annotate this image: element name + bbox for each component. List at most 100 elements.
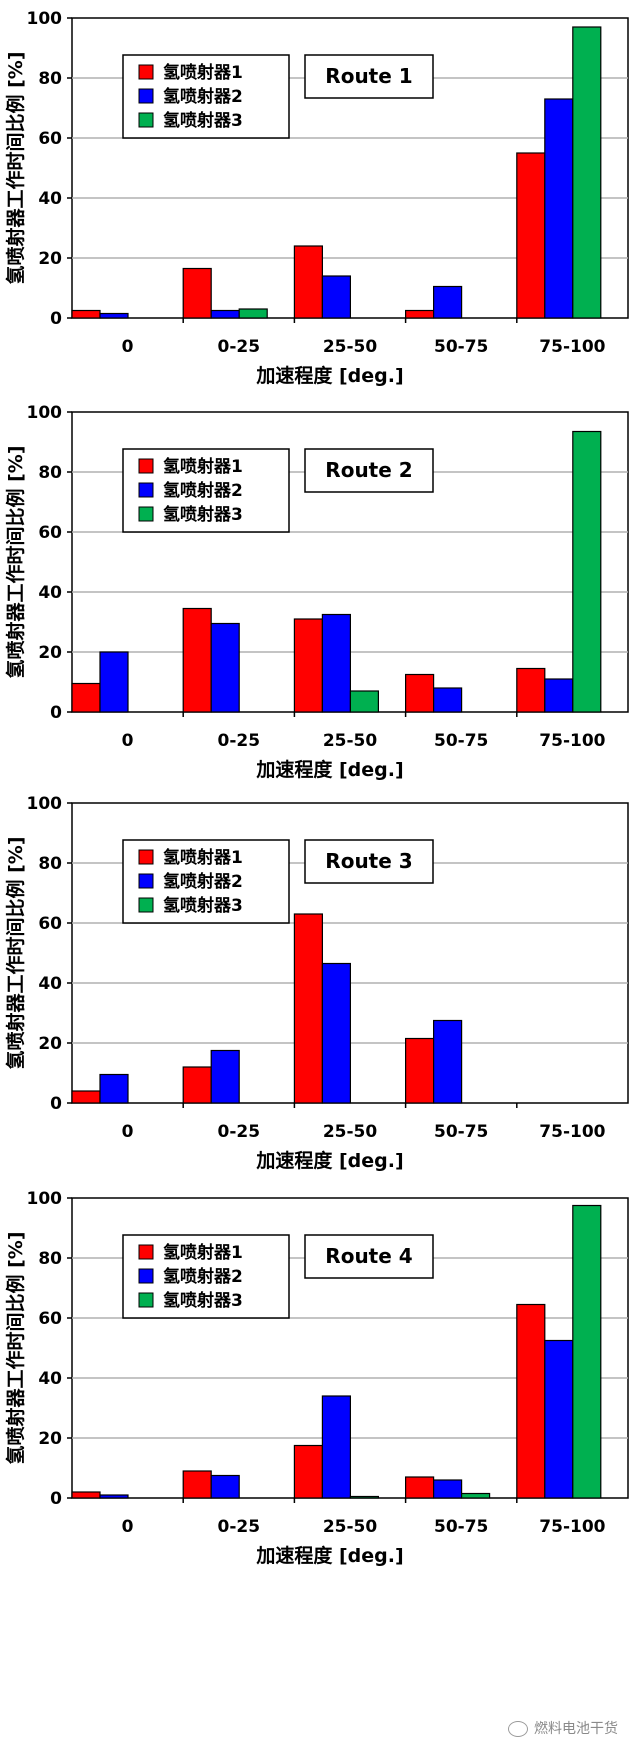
bar-2-25-50 (321, 613, 351, 713)
wechat-icon (508, 1721, 528, 1737)
legend-label: 氢喷射器1 (163, 456, 243, 477)
chart-title: Route 3 (325, 849, 412, 873)
x-tick-label: 25-50 (323, 1122, 378, 1142)
legend-label: 氢喷射器2 (163, 871, 243, 892)
legend-swatch (138, 849, 154, 865)
watermark: 燃料电池干货 (508, 1718, 618, 1738)
watermark-text: 燃料电池干货 (534, 1721, 618, 1737)
bar-1-25-50 (293, 1444, 323, 1499)
bar-1-75-100 (516, 152, 546, 319)
bar-1-50-75 (405, 673, 435, 713)
y-tick-label: 20 (38, 1429, 62, 1449)
x-tick-label: 0-25 (218, 337, 261, 357)
x-tick-label: 0 (122, 337, 134, 357)
legend: 氢喷射器1 氢喷射器2 氢喷射器3 (122, 1234, 290, 1319)
route-title-box (304, 448, 434, 493)
route-title-box (304, 54, 434, 99)
bar-2-0 (99, 1494, 129, 1499)
bar-1-75-100 (516, 667, 546, 713)
y-tick-label: 20 (38, 249, 62, 269)
legend-swatch (138, 458, 154, 474)
legend-label: 氢喷射器3 (163, 1290, 243, 1311)
y-tick-label: 100 (27, 794, 63, 814)
chart-panel-1: 0 20 40 60 80 100 0 0-25 25-50 50-75 75-100 加速程度 [d… (4, 9, 629, 387)
bar-1-0-25 (182, 267, 212, 319)
legend: 氢喷射器1 氢喷射器2 氢喷射器3 (122, 448, 290, 533)
legend-label: 氢喷射器2 (163, 86, 243, 107)
x-tick-label: 50-75 (434, 731, 488, 751)
bar-2-75-100 (544, 678, 574, 713)
bar-2-50-75 (433, 285, 463, 319)
legend-label: 氢喷射器3 (163, 504, 243, 525)
x-tick-label: 50-75 (434, 1517, 488, 1537)
y-tick-label: 20 (38, 1034, 62, 1054)
legend-swatch (138, 482, 154, 498)
legend-swatch (138, 897, 154, 913)
chart-title: Route 1 (325, 64, 412, 88)
y-tick-label: 100 (27, 9, 63, 29)
bar-1-0 (71, 682, 101, 713)
x-axis-label: 加速程度 [deg.] (255, 1149, 403, 1172)
bar-2-25-50 (321, 1395, 351, 1499)
y-tick-label: 60 (38, 914, 62, 934)
bar-3-75-100 (572, 26, 602, 319)
y-axis-label: 氢喷射器工作时间比例 [%] (4, 1231, 27, 1464)
bar-1-50-75 (405, 309, 435, 319)
legend-swatch (138, 1244, 154, 1260)
bar-2-0 (99, 312, 129, 319)
x-tick-label: 75-100 (539, 1122, 605, 1142)
bar-2-50-75 (433, 687, 463, 713)
y-tick-label: 60 (38, 1309, 62, 1329)
legend-label: 氢喷射器1 (163, 62, 243, 83)
bar-2-0 (99, 651, 129, 713)
bar-3-50-75 (461, 1492, 491, 1499)
x-tick-label: 0 (122, 731, 134, 751)
legend-swatch (138, 88, 154, 104)
bar-1-25-50 (293, 245, 323, 319)
bar-1-25-50 (293, 618, 323, 713)
chart-title: Route 2 (325, 458, 412, 482)
x-axis-label: 加速程度 [deg.] (255, 364, 403, 387)
x-tick-label: 0 (122, 1122, 134, 1142)
y-tick-label: 0 (50, 1489, 62, 1509)
bar-2-50-75 (433, 1479, 463, 1499)
y-tick-label: 100 (27, 1189, 63, 1209)
x-tick-label: 75-100 (539, 1517, 605, 1537)
legend-label: 氢喷射器3 (163, 895, 243, 916)
bar-2-0 (99, 1073, 129, 1104)
route-title-box (304, 839, 434, 884)
x-tick-label: 25-50 (323, 337, 378, 357)
y-tick-label: 60 (38, 523, 62, 543)
x-tick-label: 25-50 (323, 731, 378, 751)
y-axis-label: 氢喷射器工作时间比例 [%] (4, 51, 27, 284)
legend-label: 氢喷射器1 (163, 1242, 243, 1263)
bar-2-75-100 (544, 1339, 574, 1499)
legend: 氢喷射器1 氢喷射器2 氢喷射器3 (122, 54, 290, 139)
y-tick-label: 40 (38, 974, 62, 994)
x-tick-label: 75-100 (539, 731, 605, 751)
legend-swatch (138, 64, 154, 80)
chart-panel-3: 0 20 40 60 80 100 0 0-25 25-50 50-75 75-100 加速程度 [d… (4, 794, 629, 1172)
route-title: Route 3 (304, 839, 434, 884)
chart-panel-4: 0 20 40 60 80 100 0 0-25 25-50 50-75 75-100 加速程度 [d… (4, 1189, 629, 1567)
y-tick-label: 40 (38, 189, 62, 209)
y-tick-label: 60 (38, 129, 62, 149)
x-tick-label: 50-75 (434, 337, 488, 357)
y-tick-label: 80 (38, 69, 62, 89)
bar-1-75-100 (516, 1303, 546, 1499)
x-tick-label: 50-75 (434, 1122, 488, 1142)
legend-label: 氢喷射器2 (163, 480, 243, 501)
legend-swatch (138, 1268, 154, 1284)
legend: 氢喷射器1 氢喷射器2 氢喷射器3 (122, 839, 290, 924)
x-tick-label: 0 (122, 1517, 134, 1537)
bar-2-0-25 (210, 622, 240, 713)
bar-2-0-25 (210, 309, 240, 319)
y-tick-label: 0 (50, 309, 62, 329)
chart-panel-2: 0 20 40 60 80 100 0 0-25 25-50 50-75 75-100 加速程度 [d… (4, 403, 629, 781)
y-tick-label: 0 (50, 1094, 62, 1114)
y-axis-label: 氢喷射器工作时间比例 [%] (4, 836, 27, 1069)
x-tick-label: 25-50 (323, 1517, 378, 1537)
bar-2-75-100 (544, 98, 574, 319)
y-tick-label: 20 (38, 643, 62, 663)
